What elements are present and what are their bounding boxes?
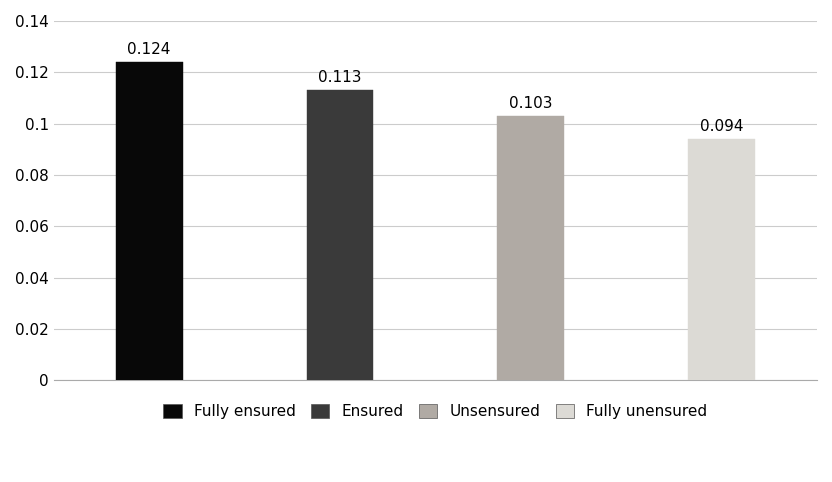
Bar [306, 90, 374, 380]
Text: 0.113: 0.113 [318, 70, 362, 85]
Bar [688, 139, 755, 380]
Bar [116, 62, 182, 380]
Text: 0.103: 0.103 [509, 96, 552, 111]
Legend: Fully ensured, Ensured, Unsensured, Fully unensured: Fully ensured, Ensured, Unsensured, Full… [156, 396, 715, 427]
Text: 0.124: 0.124 [127, 42, 171, 57]
Bar [498, 116, 564, 380]
Text: 0.094: 0.094 [700, 119, 743, 134]
